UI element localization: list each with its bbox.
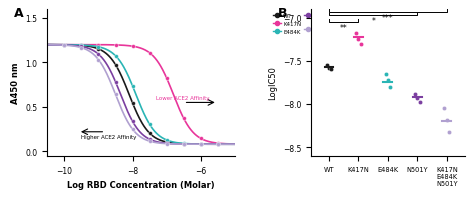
Text: ***: *** xyxy=(382,13,394,22)
X-axis label: Log RBD Concentration (Molar): Log RBD Concentration (Molar) xyxy=(67,180,215,189)
Legend: WT, K417N, E484K, N501Y, K417N
E484K
N501Y: WT, K417N, E484K, N501Y, K417N E484K N50… xyxy=(270,11,335,41)
Text: Higher ACE2 Affinity: Higher ACE2 Affinity xyxy=(82,134,137,139)
Text: Lower ACE2 Affinity: Lower ACE2 Affinity xyxy=(156,95,210,100)
Text: *: * xyxy=(371,17,375,26)
Y-axis label: A450 nm: A450 nm xyxy=(11,62,20,104)
Text: B: B xyxy=(278,7,287,20)
Text: A: A xyxy=(14,7,23,20)
Y-axis label: LogIC50: LogIC50 xyxy=(268,66,277,100)
Text: **: ** xyxy=(340,24,347,33)
